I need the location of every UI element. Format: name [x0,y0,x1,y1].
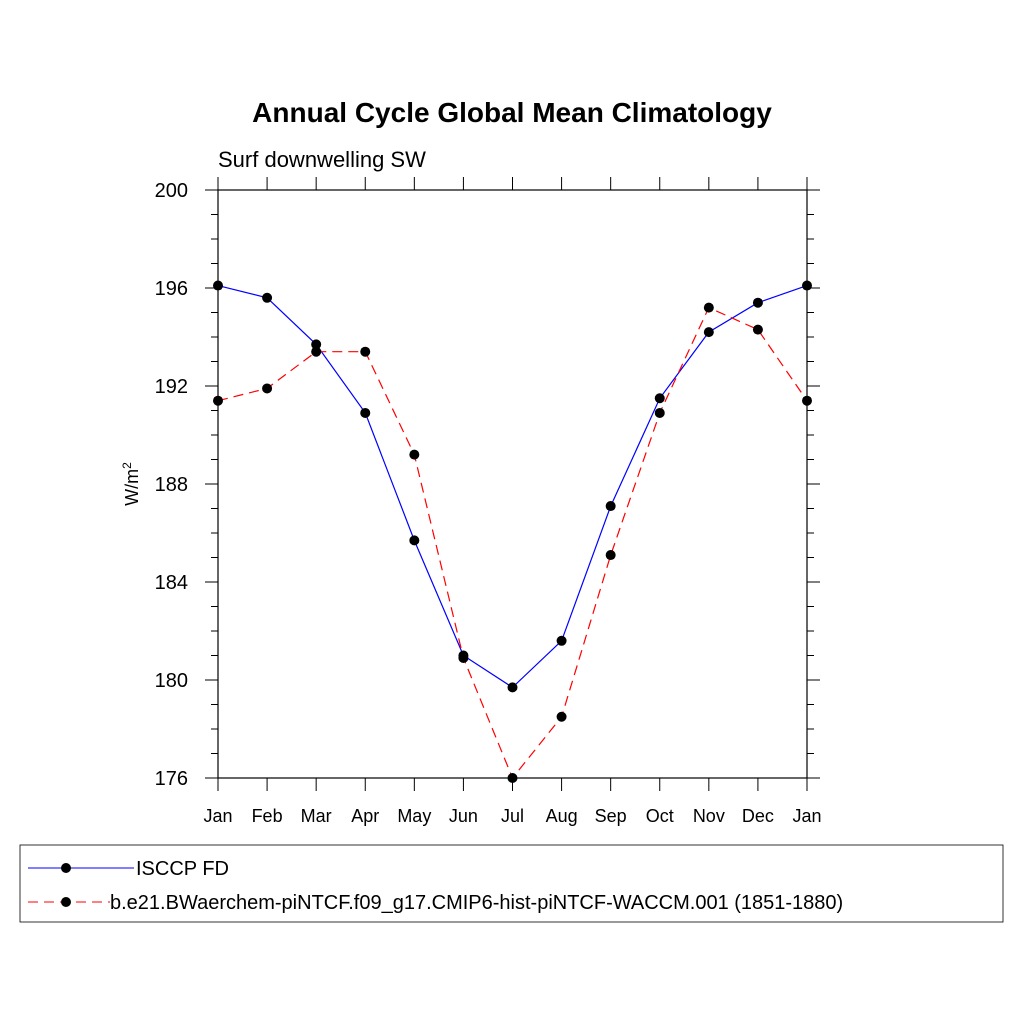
chart-title: Annual Cycle Global Mean Climatology [252,97,772,128]
y-tick-label: 184 [155,572,188,594]
x-tick-label: Apr [351,806,379,826]
x-tick-label: Feb [252,806,283,826]
series-2-point [360,346,371,357]
x-tick-label: Jan [203,806,232,826]
series-2-point [802,395,812,406]
series-2-point [507,773,518,783]
y-tick-label: 200 [155,180,188,202]
x-tick-label: Dec [742,806,774,826]
series-1-point [213,280,223,291]
series-2-point [605,550,616,561]
series-2-point [311,346,322,357]
series-1-point [605,501,616,512]
x-tick-label: Jun [449,806,478,826]
series-2-point [703,302,714,313]
x-tick-label: Jan [792,806,821,826]
chart-subtitle: Surf downwelling SW [218,147,426,172]
series-1-point [703,327,714,338]
x-tick-label: Nov [693,806,725,826]
series-1-point [409,535,420,546]
x-tick-label: Sep [595,806,627,826]
y-tick-label: 188 [155,474,188,496]
y-tick-label: 176 [155,768,188,790]
y-axis-label-base: W/m [122,469,142,506]
y-axis-label: W/m2 [120,462,142,506]
series-2-point [213,395,223,406]
y-tick-label: 196 [155,278,188,300]
series-1-point [556,635,567,646]
y-axis-label-sup: 2 [120,462,134,469]
legend-box [19,844,1004,923]
series-2-point [409,449,420,460]
series-line-1 [217,285,808,689]
legend-marker-series-2 [61,897,71,907]
series-2-point [654,407,665,418]
legend-marker-series-1 [61,863,71,873]
series-1-point [360,407,371,418]
svg-text:W/m2: W/m2 [120,462,142,506]
y-tick-label: 180 [155,670,188,692]
series-1-point [802,280,812,291]
series-2-point [262,383,273,394]
series-2-point [556,711,567,722]
legend-label-series-1: ISCCP FD [136,858,229,880]
series-1-point [507,682,518,693]
series-2-point [458,652,469,663]
x-tick-label: Aug [546,806,578,826]
legend-label-series-2: b.e21.BWaerchem-piNTCF.f09_g17.CMIP6-his… [110,892,843,914]
x-tick-labels: Jan Feb Mar Apr May Jun Jul Aug Sep Oct Nov Dec Jan [203,806,821,826]
series-line-2 [217,306,808,780]
series-1-point [654,393,665,404]
series-1-point [752,297,763,308]
series-1-point [311,339,322,350]
x-tick-label: Mar [301,806,332,826]
y-tick-labels: 176 180 184 188 192 196 200 [155,180,188,790]
series-2-point [752,324,763,335]
series-group [213,280,812,783]
x-tick-label: Jul [501,806,524,826]
tick-marks [205,177,820,791]
x-tick-label: May [397,806,431,826]
y-tick-label: 192 [155,376,188,398]
x-tick-label: Oct [646,806,674,826]
series-1-point [262,292,273,303]
legend: ISCCP FD b.e21.BWaerchem-piNTCF.f09_g17.… [19,844,1004,923]
